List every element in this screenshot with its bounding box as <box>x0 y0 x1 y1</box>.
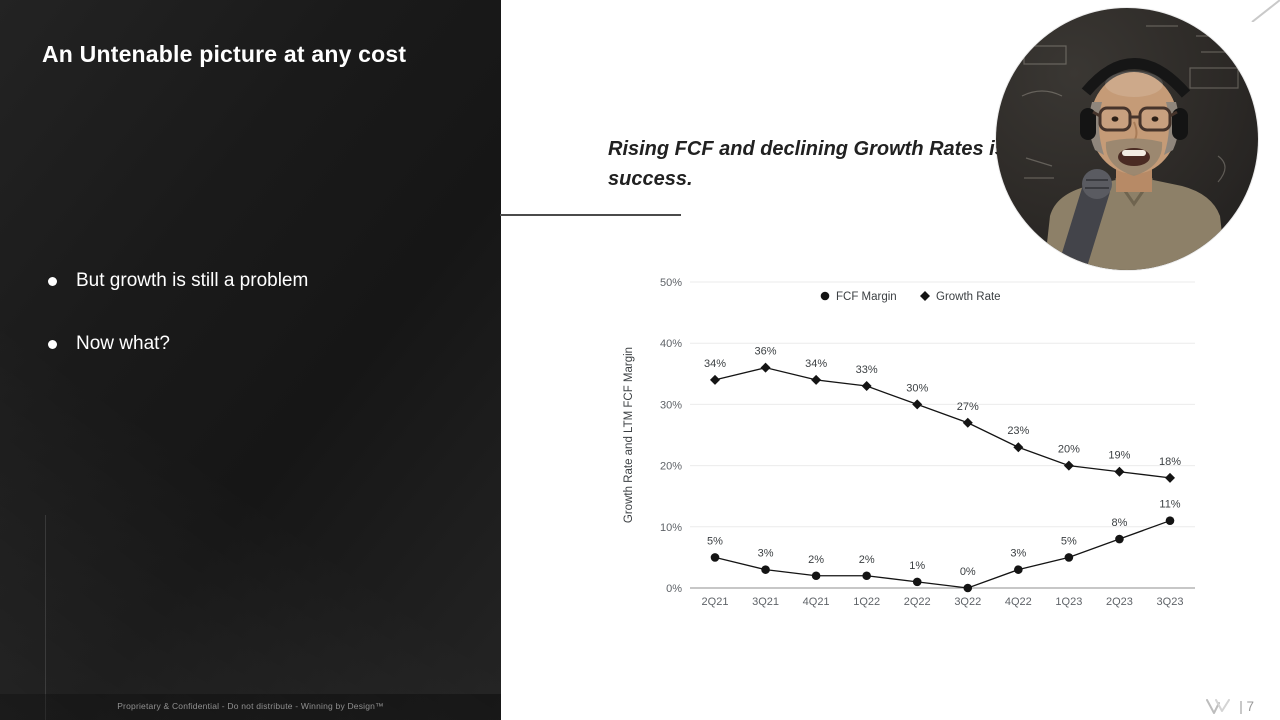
x-tick-label: 1Q22 <box>853 596 880 608</box>
y-tick-label: 30% <box>660 399 682 411</box>
data-label: 2% <box>808 554 824 566</box>
data-label: 2% <box>859 554 875 566</box>
x-tick-label: 2Q23 <box>1106 596 1133 608</box>
bullet-item: But growth is still a problem <box>48 270 308 292</box>
diamond-marker <box>710 374 720 385</box>
x-tick-label: 2Q21 <box>702 596 729 608</box>
headphones-cup-left <box>1080 108 1096 140</box>
circle-marker <box>1115 534 1124 544</box>
bullet-icon <box>48 339 57 349</box>
diamond-marker <box>811 374 822 385</box>
confidentiality-footer: Proprietary & Confidential - Do not dist… <box>117 701 384 711</box>
data-label: 11% <box>1159 499 1180 511</box>
bullet-list: But growth is still a problem Now what? <box>48 270 308 396</box>
circle-marker <box>761 565 770 574</box>
corner-accent <box>1251 0 1280 22</box>
diamond-marker <box>962 417 973 428</box>
diamond-marker <box>861 381 872 392</box>
presenter-webcam[interactable] <box>996 8 1258 270</box>
growth-chart: 0% 10% 20% 30% 40% 50% Growth Rate and LTM FCF… <box>610 262 1210 622</box>
x-tick-label: 2Q22 <box>904 596 931 608</box>
circle-marker <box>820 291 830 301</box>
data-label: 23% <box>1007 425 1029 437</box>
head-highlight <box>1105 71 1163 97</box>
x-tick-label: 3Q23 <box>1157 596 1184 608</box>
quote-text: Rising FCF and declining Growth Rates is… <box>608 134 1038 194</box>
data-label: 19% <box>1108 450 1130 462</box>
diamond-marker <box>1165 472 1175 483</box>
y-tick-label: 20% <box>660 461 682 473</box>
data-label: 0% <box>960 566 976 578</box>
data-label: 8% <box>1111 517 1127 529</box>
page-footer: | 7 <box>1206 699 1254 714</box>
data-label: 5% <box>707 535 723 547</box>
data-label: 34% <box>805 358 827 370</box>
circle-marker <box>963 583 973 593</box>
bullet-item: Now what? <box>48 333 308 355</box>
diamond-marker <box>1063 460 1074 471</box>
series-fcf-margin: 5% 3% 2% 2% 1% 0% 3% 5% 8% 11% <box>707 499 1181 593</box>
diamond-marker <box>912 399 923 410</box>
microphone-grille-lines <box>1085 179 1109 189</box>
data-label: 18% <box>1159 456 1181 468</box>
slide-title: An Untenable picture at any cost <box>42 41 407 67</box>
headphones-band <box>1081 58 1191 98</box>
chart-canvas: 0% 10% 20% 30% 40% 50% Growth Rate and LTM FCF… <box>623 277 1195 608</box>
y-tick-label: 50% <box>660 277 682 289</box>
page-number: | 7 <box>1239 699 1254 714</box>
y-axis-title: Growth Rate and LTM FCF Margin <box>623 347 635 523</box>
data-label: 30% <box>906 382 928 394</box>
x-tick-label: 4Q21 <box>803 596 830 608</box>
data-label: 36% <box>755 346 777 358</box>
circle-marker <box>862 571 871 581</box>
data-label: 33% <box>856 364 878 376</box>
y-tick-label: 0% <box>666 583 682 595</box>
x-tick-label: 3Q22 <box>954 596 981 608</box>
diamond-marker <box>920 291 930 301</box>
data-label: 3% <box>758 548 774 560</box>
eye-left <box>1111 116 1119 122</box>
data-label: 3% <box>1010 548 1026 560</box>
footer-strip <box>0 694 501 720</box>
left-panel: An Untenable picture at any cost But gro… <box>0 0 501 720</box>
panel-accent-line <box>45 515 46 720</box>
circle-marker <box>811 571 821 581</box>
quote-line-2: success. <box>608 168 693 190</box>
microphone-body <box>1058 176 1110 270</box>
headphones-cup-right <box>1172 108 1188 140</box>
winning-by-design-logo <box>1206 699 1231 714</box>
legend-label: FCF Margin <box>836 291 897 303</box>
diamond-marker <box>760 362 771 373</box>
legend-label: Growth Rate <box>936 291 1001 303</box>
data-label: 5% <box>1061 535 1077 547</box>
circle-marker <box>710 553 720 562</box>
y-tick-label: 40% <box>660 338 682 350</box>
teeth <box>1122 150 1146 156</box>
diamond-marker <box>1114 466 1125 477</box>
x-tick-label: 1Q23 <box>1055 596 1082 608</box>
circle-marker <box>1165 516 1175 525</box>
circle-marker <box>1064 553 1074 562</box>
presenter-avatar <box>996 8 1258 270</box>
microphone-grille <box>1082 169 1112 199</box>
bullet-text: But growth is still a problem <box>76 270 309 291</box>
data-label: 20% <box>1058 444 1080 456</box>
circle-marker <box>912 577 922 587</box>
quote-underline <box>500 214 681 216</box>
data-label: 1% <box>909 560 925 572</box>
circle-marker <box>1014 565 1023 574</box>
bullet-text: Now what? <box>76 333 170 354</box>
chalk-scribbles <box>1021 25 1239 183</box>
series-growth-rate: 34% 36% 34% 33% 30% 27% 23% 20% 19% 18% <box>704 346 1181 483</box>
x-tick-label: 4Q22 <box>1005 596 1032 608</box>
diamond-marker <box>1013 442 1024 453</box>
x-tick-label: 3Q21 <box>752 596 779 608</box>
eye-right <box>1151 116 1159 122</box>
bullet-icon <box>48 276 57 286</box>
data-label: 27% <box>957 401 979 413</box>
quote-line-1: Rising FCF and declining Growth Rates is <box>608 138 1006 160</box>
data-label: 34% <box>704 358 726 370</box>
y-tick-label: 10% <box>660 522 682 534</box>
